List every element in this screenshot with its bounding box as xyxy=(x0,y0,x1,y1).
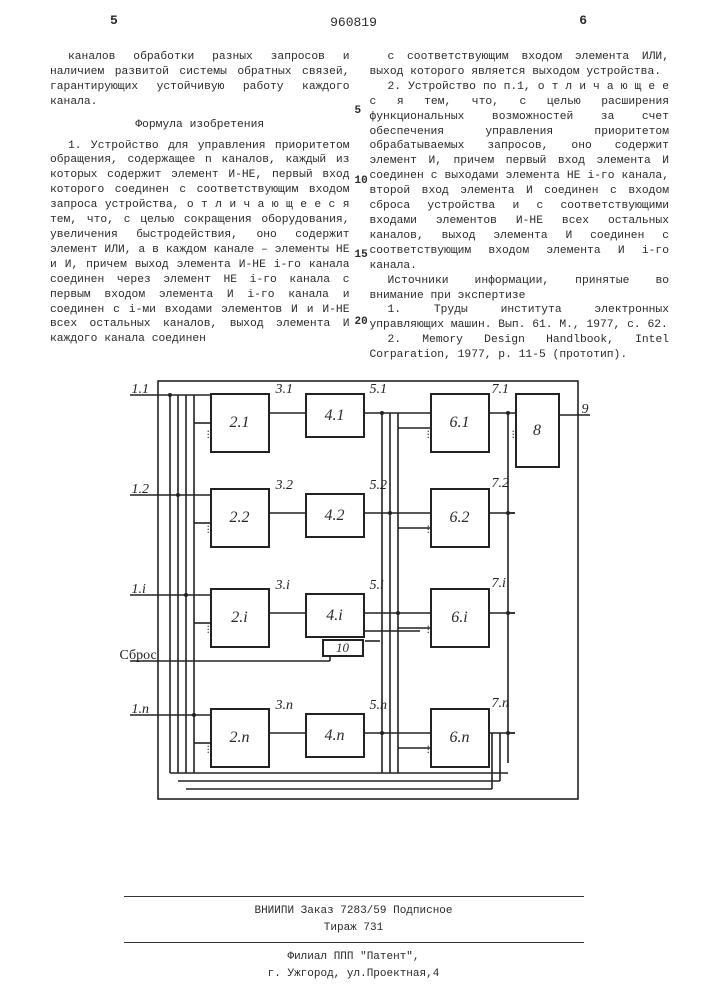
label-7-n: 7.n xyxy=(492,695,510,713)
dots-icon: ··· xyxy=(511,431,515,440)
right-column: 5 10 15 20 с соответствующим входом элем… xyxy=(370,50,670,363)
footer-rule-2 xyxy=(124,942,584,943)
block-6-n: 6.n xyxy=(430,708,490,768)
label-5-2: 5.2 xyxy=(370,477,388,495)
block-2-i: 2.i xyxy=(210,588,270,648)
footer-line-4: г. Ужгород, ул.Проектная,4 xyxy=(0,966,707,983)
footer-line-1: ВНИИПИ Заказ 7283/59 Подписное xyxy=(0,903,707,920)
dots-icon: ··· xyxy=(206,526,210,535)
block-10: 10 xyxy=(322,639,364,657)
label-3-2: 3.2 xyxy=(276,477,294,495)
block-6-1: 6.1 xyxy=(430,393,490,453)
block-4-2: 4.2 xyxy=(305,493,365,538)
block-2-1: 2.1 xyxy=(210,393,270,453)
left-para1: каналов обработки разных запросов и нали… xyxy=(50,50,350,110)
label-reset: Сброс xyxy=(120,647,157,665)
circuit-diagram: 2.1 2.2 2.i 2.n 4.1 4.2 4.i 4.n 10 6.1 6… xyxy=(120,373,600,813)
label-5-1: 5.1 xyxy=(370,381,388,399)
page: 5 960819 6 каналов обработки разных запр… xyxy=(0,0,707,1000)
dots-icon: ··· xyxy=(426,526,430,535)
line-marker-20: 20 xyxy=(355,315,368,330)
claim-1: 1. Устройство для управления приоритетом… xyxy=(50,139,350,348)
footer-line-2: Тираж 731 xyxy=(0,920,707,937)
dots-icon: ··· xyxy=(206,626,210,635)
formula-title: Формула изобретения xyxy=(50,118,350,133)
source-1: 1. Труды института электронных управляющ… xyxy=(370,303,670,333)
left-column: каналов обработки разных запросов и нали… xyxy=(50,50,350,363)
label-1-n: 1.n xyxy=(132,701,150,719)
claim-2: 2. Устройство по п.1, о т л и ч а ю щ е … xyxy=(370,80,670,274)
text-columns: каналов обработки разных запросов и нали… xyxy=(50,50,669,363)
source-2: 2. Memory Design Handlbook, Intel Corpar… xyxy=(370,333,670,363)
dots-icon: ··· xyxy=(206,746,210,755)
label-7-1: 7.1 xyxy=(492,381,510,399)
right-para1: с соответствующим входом элемента ИЛИ, в… xyxy=(370,50,670,80)
footer-rule xyxy=(124,896,584,897)
page-number-right: 6 xyxy=(579,12,587,29)
block-6-2: 6.2 xyxy=(430,488,490,548)
block-2-n: 2.n xyxy=(210,708,270,768)
dots-icon: ··· xyxy=(206,431,210,440)
label-5-n: 5.n xyxy=(370,697,388,715)
footer: ВНИИПИ Заказ 7283/59 Подписное Тираж 731… xyxy=(0,890,707,982)
label-3-n: 3.n xyxy=(276,697,294,715)
label-5-i: 5.i xyxy=(370,577,384,595)
label-1-1: 1.1 xyxy=(132,381,150,399)
block-4-1: 4.1 xyxy=(305,393,365,438)
block-8: 8 xyxy=(515,393,560,468)
block-6-i: 6.i xyxy=(430,588,490,648)
document-number: 960819 xyxy=(330,14,377,31)
label-7-2: 7.2 xyxy=(492,475,510,493)
footer-line-3: Филиал ППП "Патент", xyxy=(0,949,707,966)
sources-title: Источники информации, принятые во вниман… xyxy=(370,274,670,304)
dots-icon: ··· xyxy=(426,746,430,755)
block-4-i: 4.i xyxy=(305,593,365,638)
block-4-n: 4.n xyxy=(305,713,365,758)
line-marker-15: 15 xyxy=(355,248,368,263)
label-3-1: 3.1 xyxy=(276,381,294,399)
label-9: 9 xyxy=(582,401,589,419)
page-number-left: 5 xyxy=(110,12,118,29)
label-1-2: 1.2 xyxy=(132,481,150,499)
label-7-i: 7.i xyxy=(492,575,506,593)
label-3-i: 3.i xyxy=(276,577,290,595)
line-marker-5: 5 xyxy=(355,104,362,119)
line-marker-10: 10 xyxy=(355,174,368,189)
dots-icon: ··· xyxy=(426,626,430,635)
label-1-i: 1.i xyxy=(132,581,146,599)
dots-icon: ··· xyxy=(426,431,430,440)
block-2-2: 2.2 xyxy=(210,488,270,548)
